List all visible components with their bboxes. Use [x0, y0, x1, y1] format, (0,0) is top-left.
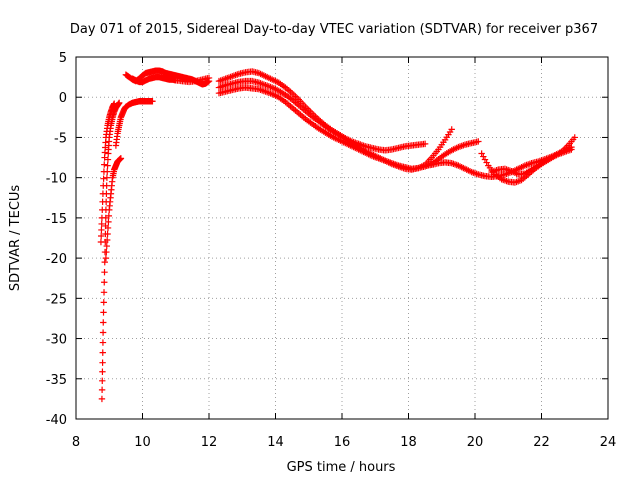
data-point: [98, 395, 106, 403]
data-point: [421, 140, 429, 148]
data-point: [99, 206, 106, 214]
data-point: [103, 242, 110, 250]
x-tick-label: 8: [72, 435, 80, 450]
data-point: [101, 258, 108, 266]
data-point: [100, 168, 108, 175]
y-tick-label: -40: [46, 413, 67, 428]
data-point: [98, 214, 106, 222]
data-point: [103, 174, 111, 181]
data-point: [116, 99, 123, 107]
series-track-8: [215, 77, 455, 173]
series-track-6: [129, 73, 213, 86]
y-tick-label: -30: [46, 333, 67, 348]
x-tick-label: 12: [201, 435, 218, 450]
series-track-3: [102, 155, 125, 262]
y-tick-label: -15: [46, 212, 67, 227]
y-tick-label: -5: [54, 131, 67, 146]
x-tick-label: 24: [600, 435, 617, 450]
data-point: [111, 100, 118, 107]
data-point: [99, 198, 106, 205]
data-point: [104, 156, 112, 163]
data-point: [100, 175, 107, 182]
data-point: [103, 236, 111, 244]
data-point: [99, 349, 106, 356]
data-point: [104, 224, 112, 232]
data-point: [101, 279, 108, 286]
data-point: [104, 162, 111, 169]
data-point: [100, 319, 107, 326]
y-tick-label: -25: [46, 292, 67, 307]
data-point: [101, 268, 108, 276]
data-point: [99, 190, 107, 197]
data-point: [98, 386, 106, 394]
data-point: [100, 182, 107, 189]
x-tick-label: 22: [533, 435, 550, 450]
data-point: [149, 98, 156, 105]
data-point: [104, 230, 111, 238]
y-axis-label: SDTVAR / TECUs: [8, 185, 23, 292]
data-point: [97, 232, 105, 240]
y-axis: 5 0 -5 -10 -15 -20 -25 -30 -35 -40: [46, 51, 608, 428]
data-point: [100, 289, 108, 296]
series-track-9: [215, 84, 482, 173]
data-point: [99, 377, 106, 384]
data-points: [97, 67, 578, 403]
data-point: [102, 254, 110, 262]
data-point: [117, 155, 125, 162]
data-point: [100, 309, 107, 316]
series-track-12: [488, 146, 575, 178]
x-axis: 8 10 12 14 16 18 20 22 24: [72, 57, 616, 450]
series-track-4: [112, 98, 156, 149]
y-tick-label: -20: [46, 252, 67, 267]
data-point: [99, 329, 107, 336]
data-point: [571, 134, 578, 141]
data-point: [99, 368, 106, 375]
y-tick-label: 0: [59, 91, 67, 106]
y-tick-label: -10: [46, 172, 67, 187]
data-point: [568, 146, 575, 153]
y-tick-label: -35: [46, 373, 67, 388]
chart-title: Day 071 of 2015, Sidereal Day-to-day VTE…: [70, 22, 598, 37]
data-point: [475, 138, 482, 145]
data-point: [98, 220, 105, 228]
data-point: [97, 238, 105, 246]
grid-lines: [76, 57, 608, 419]
x-tick-label: 20: [467, 435, 484, 450]
data-point: [205, 74, 213, 82]
x-tick-label: 16: [334, 435, 351, 450]
data-point: [98, 226, 105, 234]
x-axis-label: GPS time / hours: [287, 460, 396, 475]
data-point: [99, 359, 106, 366]
y-tick-label: 5: [59, 51, 67, 66]
data-point: [100, 299, 107, 306]
x-tick-label: 14: [267, 435, 284, 450]
data-point: [448, 126, 455, 133]
data-point: [105, 218, 112, 226]
x-tick-label: 18: [400, 435, 417, 450]
data-point: [101, 161, 108, 168]
data-point: [103, 248, 110, 256]
x-tick-label: 10: [134, 435, 151, 450]
data-point: [105, 212, 113, 220]
series-track-2: [97, 100, 118, 246]
data-point: [99, 339, 107, 346]
